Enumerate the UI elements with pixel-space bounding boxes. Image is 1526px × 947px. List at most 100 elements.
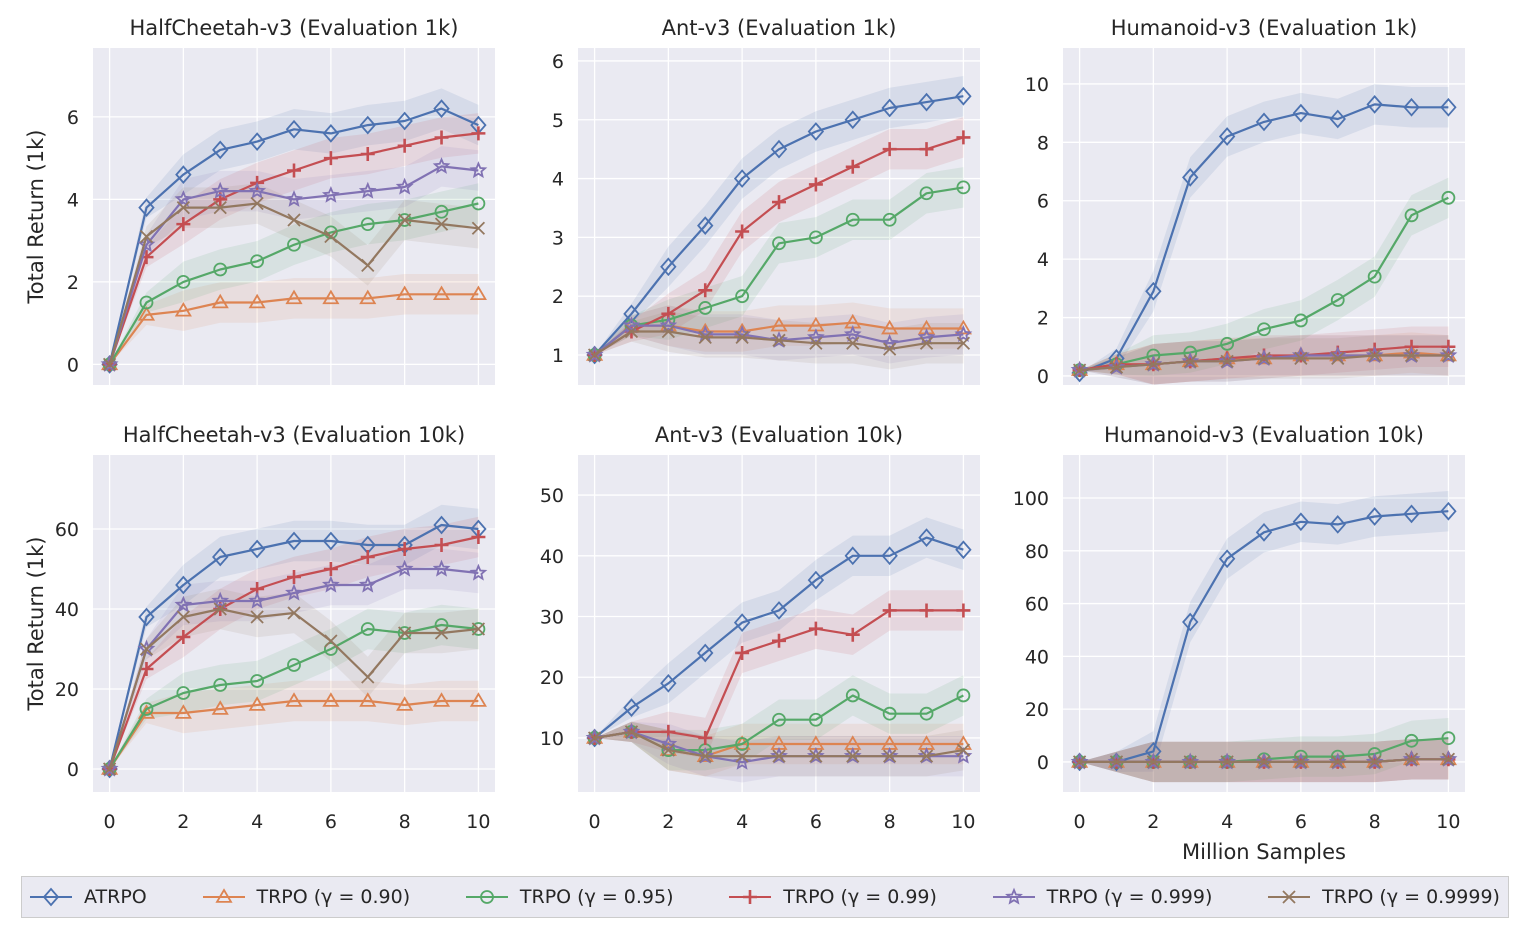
data-point [624,324,639,339]
data-point [883,749,897,763]
data-point [1439,749,1458,767]
x-tick-label: 10 [951,811,975,833]
star-marker-icon [992,887,1035,905]
series-line [108,165,479,365]
series-band [594,590,964,759]
series-band [594,302,964,356]
legend-item-trpo-090: TRPO (γ = 0.90) [201,886,410,908]
data-point [139,662,154,676]
series-band [109,604,479,769]
data-point [137,704,156,719]
data-point [770,316,788,332]
data-point [1145,281,1162,301]
legend-marker [214,888,233,903]
data-point [846,749,860,763]
y-tick-label: 5 [552,110,564,132]
x-tick-label: 4 [1221,811,1233,833]
data-point [398,626,412,640]
series-band [594,721,964,783]
data-point [471,530,486,544]
data-point [322,124,340,143]
data-point [772,236,786,251]
subplot-title: HalfCheetah-v3 (Evaluation 10k) [123,423,465,447]
data-point [287,237,301,252]
y-tick-label: 0 [67,354,79,376]
data-point [883,342,897,356]
data-point [1365,346,1384,364]
data-point [323,642,338,656]
series-band [109,146,479,365]
data-point [735,749,749,763]
legend-marker [1004,887,1023,905]
series-4 [100,157,488,372]
subplot-4: 0 2 4 6 8 10 0 20 40 60 HalfCheetah-v3 (Evaluation… [24,423,495,833]
data-point [845,159,860,174]
data-point [360,217,375,232]
y-tick-label: 40 [55,599,79,621]
data-point [585,728,604,746]
data-point [1368,755,1382,769]
series-line [593,186,964,356]
subplot-title: HalfCheetah-v3 (Evaluation 1k) [130,16,459,40]
data-point [844,110,861,130]
data-point [919,142,934,157]
data-point [469,161,488,179]
data-point [1107,357,1126,375]
subplot-5: 0 2 4 6 8 10 10 20 30 40 50 Ant-v3 (Evaluation 10k) [540,423,980,833]
data-point [1292,512,1310,532]
data-point [321,185,340,203]
data-point [324,229,338,244]
data-point [733,613,751,632]
data-point [102,762,117,776]
data-point [175,575,192,595]
data-point [176,274,191,289]
data-point [1368,348,1382,363]
data-point [846,336,860,350]
data-point [176,610,190,624]
data-point [322,692,340,707]
data-point [735,737,750,751]
data-point [471,221,486,235]
data-point [250,610,264,624]
data-point [808,712,823,727]
data-point [1220,336,1235,351]
data-point [735,645,750,660]
circle-marker-icon [465,890,508,904]
data-point [956,743,971,757]
data-point [1404,752,1419,766]
data-point [1144,354,1163,372]
data-point [434,204,449,219]
data-point [395,559,414,577]
data-point [361,670,375,684]
data-point [698,283,713,298]
data-point [587,731,602,745]
series-2 [1072,190,1456,378]
data-point [770,330,788,348]
series-band [1079,490,1449,773]
y-tick-label: 30 [540,607,564,629]
data-point [1182,612,1199,632]
data-point [1366,507,1383,526]
data-point [248,591,267,609]
data-point [954,319,972,335]
data-point [358,181,377,199]
data-point [361,258,375,273]
data-point [955,540,972,560]
data-point [1331,755,1345,769]
series-5 [1072,752,1456,769]
data-point [809,749,823,763]
data-point [434,538,449,552]
subplot-title: Ant-v3 (Evaluation 10k) [655,423,903,447]
data-point [735,224,750,239]
data-point [285,289,303,305]
data-point [287,213,301,227]
data-point [433,515,450,535]
data-point [139,295,154,310]
axes-background [93,455,495,792]
data-point [622,316,641,334]
y-tick-label: 60 [1025,594,1049,616]
data-point [881,546,898,566]
data-point [287,163,301,178]
y-tick-label: 40 [540,546,564,568]
